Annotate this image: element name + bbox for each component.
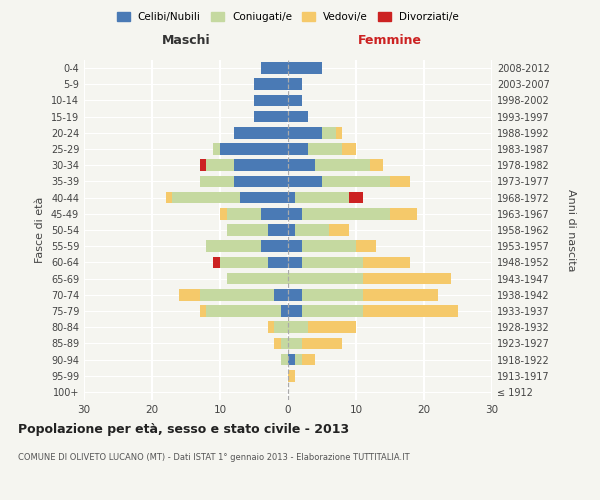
Bar: [254, 94, 288, 106]
Bar: [302, 240, 356, 252]
Bar: [288, 289, 302, 300]
Bar: [288, 143, 308, 155]
Bar: [288, 78, 302, 90]
Bar: [335, 127, 343, 138]
Bar: [390, 208, 417, 220]
Bar: [227, 272, 288, 284]
Bar: [288, 338, 302, 349]
Bar: [288, 62, 322, 74]
Bar: [288, 305, 302, 317]
Bar: [356, 240, 376, 252]
Bar: [206, 240, 261, 252]
Bar: [295, 354, 302, 366]
Bar: [274, 289, 288, 300]
Bar: [363, 305, 458, 317]
Bar: [295, 192, 349, 203]
Bar: [343, 143, 356, 155]
Bar: [288, 272, 363, 284]
Bar: [220, 208, 227, 220]
Bar: [233, 127, 288, 138]
Bar: [302, 305, 363, 317]
Bar: [213, 256, 220, 268]
Bar: [241, 192, 288, 203]
Bar: [363, 272, 451, 284]
Bar: [288, 322, 308, 333]
Bar: [220, 143, 288, 155]
Y-axis label: Anni di nascita: Anni di nascita: [566, 188, 577, 271]
Bar: [233, 176, 288, 188]
Bar: [172, 192, 241, 203]
Bar: [315, 160, 370, 171]
Text: Femmine: Femmine: [358, 34, 422, 47]
Bar: [288, 240, 302, 252]
Bar: [302, 338, 343, 349]
Bar: [227, 224, 268, 236]
Bar: [322, 176, 390, 188]
Bar: [288, 111, 308, 122]
Bar: [288, 224, 295, 236]
Bar: [274, 338, 281, 349]
Bar: [288, 354, 295, 366]
Bar: [308, 143, 343, 155]
Bar: [288, 256, 302, 268]
Bar: [288, 370, 295, 382]
Bar: [363, 289, 437, 300]
Bar: [295, 224, 329, 236]
Bar: [261, 240, 288, 252]
Bar: [349, 192, 363, 203]
Bar: [322, 127, 335, 138]
Legend: Celibi/Nubili, Coniugati/e, Vedovi/e, Divorziati/e: Celibi/Nubili, Coniugati/e, Vedovi/e, Di…: [113, 8, 463, 26]
Bar: [213, 143, 220, 155]
Y-axis label: Fasce di età: Fasce di età: [35, 197, 45, 263]
Bar: [254, 111, 288, 122]
Bar: [363, 256, 410, 268]
Bar: [166, 192, 172, 203]
Bar: [261, 62, 288, 74]
Bar: [206, 305, 281, 317]
Bar: [233, 160, 288, 171]
Text: Maschi: Maschi: [161, 34, 211, 47]
Bar: [200, 305, 206, 317]
Bar: [302, 256, 363, 268]
Bar: [254, 78, 288, 90]
Bar: [288, 208, 302, 220]
Bar: [302, 289, 363, 300]
Bar: [220, 256, 268, 268]
Bar: [302, 354, 315, 366]
Bar: [274, 322, 288, 333]
Text: COMUNE DI OLIVETO LUCANO (MT) - Dati ISTAT 1° gennaio 2013 - Elaborazione TUTTIT: COMUNE DI OLIVETO LUCANO (MT) - Dati IST…: [18, 452, 410, 462]
Bar: [268, 322, 274, 333]
Bar: [200, 160, 206, 171]
Bar: [268, 224, 288, 236]
Bar: [268, 256, 288, 268]
Bar: [200, 176, 233, 188]
Bar: [302, 208, 390, 220]
Bar: [370, 160, 383, 171]
Bar: [390, 176, 410, 188]
Bar: [288, 127, 322, 138]
Bar: [227, 208, 261, 220]
Bar: [179, 289, 200, 300]
Bar: [329, 224, 349, 236]
Bar: [288, 176, 322, 188]
Bar: [281, 305, 288, 317]
Bar: [261, 208, 288, 220]
Bar: [288, 192, 295, 203]
Bar: [288, 94, 302, 106]
Bar: [281, 338, 288, 349]
Bar: [281, 354, 288, 366]
Bar: [308, 322, 356, 333]
Text: Popolazione per età, sesso e stato civile - 2013: Popolazione per età, sesso e stato civil…: [18, 422, 349, 436]
Bar: [200, 289, 274, 300]
Bar: [206, 160, 233, 171]
Bar: [288, 160, 315, 171]
